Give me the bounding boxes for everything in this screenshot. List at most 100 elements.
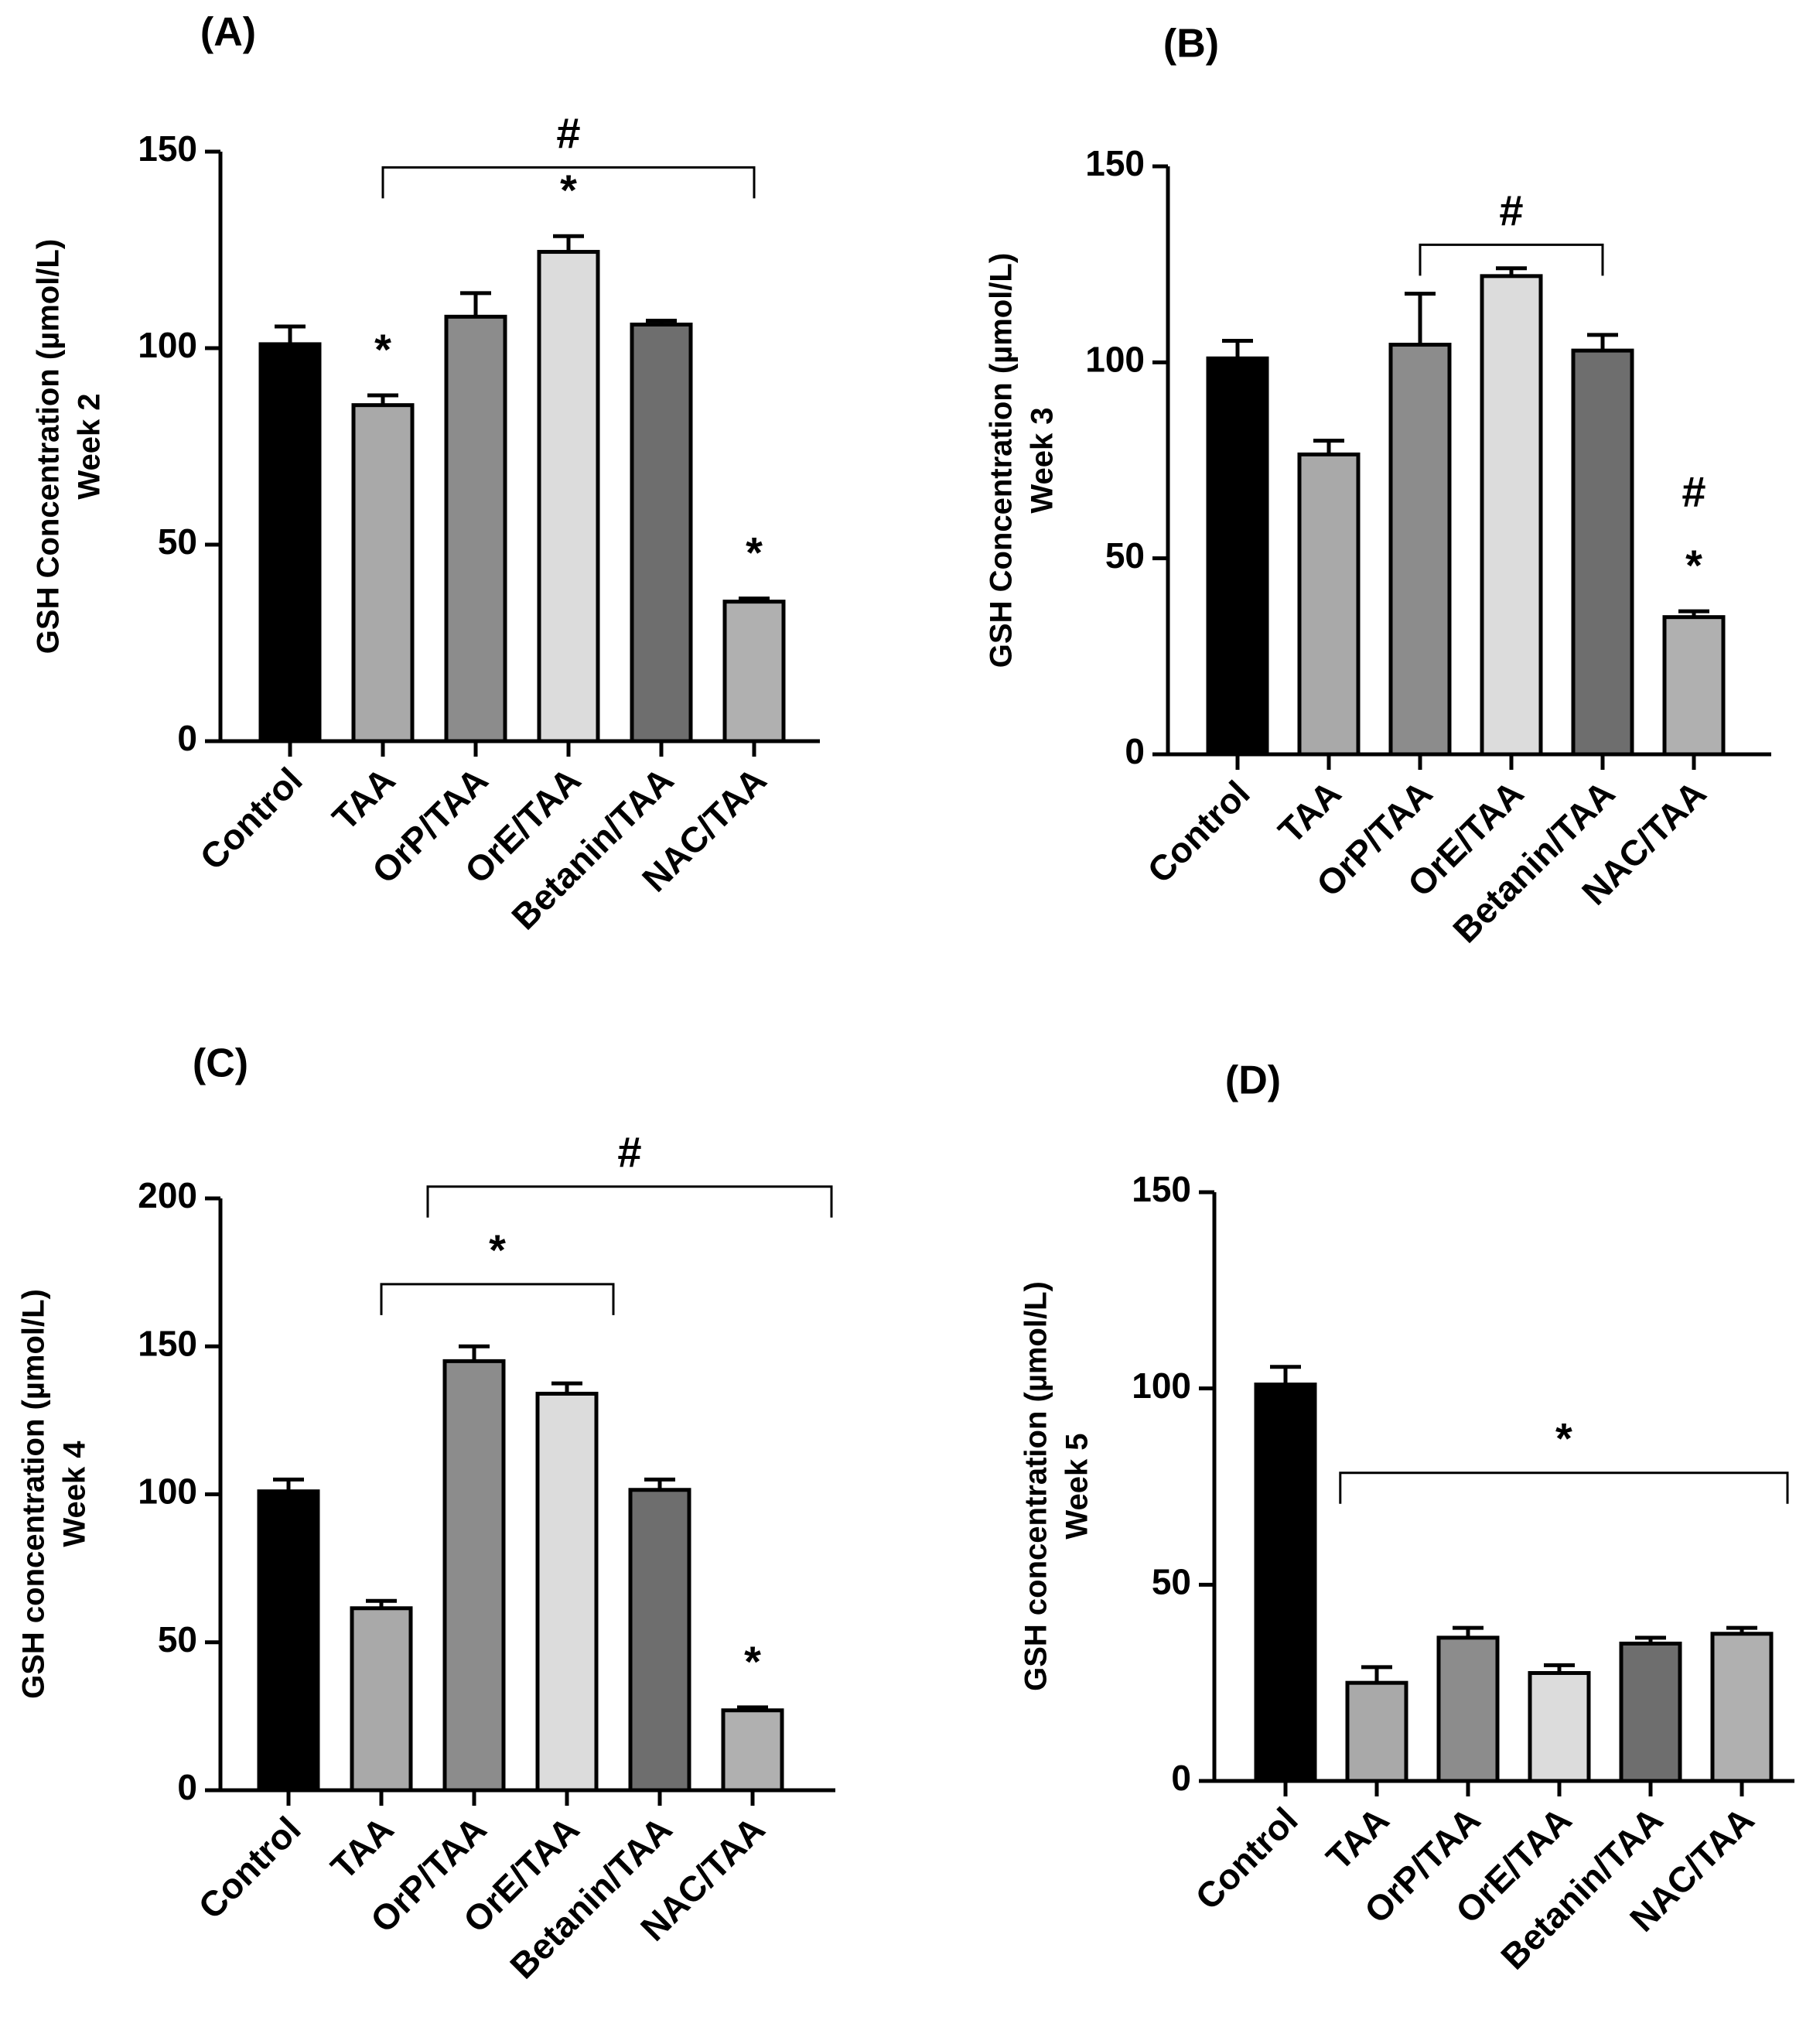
error-bar (646, 318, 677, 325)
bar-betanin-taa (1619, 1641, 1682, 1783)
panel-a: (A) GSH Concentration (µmol/L) Week 2 0 50 10… (32, 10, 820, 938)
significance-bracket (1419, 243, 1604, 276)
y-tick-label: 100 (1132, 1366, 1191, 1406)
x-tick-label: Betanin/TAA (502, 1809, 680, 1987)
x-tick-label: Betanin/TAA (504, 760, 681, 938)
error-bar (1587, 333, 1618, 351)
bar-nac-taa (722, 600, 786, 743)
error-bar (366, 1598, 397, 1608)
y-axis-label: GSH concentration (µmol/L) (1019, 1281, 1053, 1691)
panel-b: (B) GSH Concentration (µmol/L) Week 3 0 50 10… (985, 22, 1771, 950)
y-tick-label: 150 (1132, 1169, 1191, 1209)
y-tick-label: 100 (138, 1471, 197, 1512)
significance-mark: * (374, 325, 391, 374)
bar-taa (1297, 452, 1361, 757)
error-bar (1635, 1636, 1666, 1644)
error-bar (739, 596, 770, 602)
error-bar (644, 1477, 675, 1490)
significance-bracket (381, 166, 756, 199)
y-axis-sublabel: Week 4 (58, 1441, 92, 1547)
x-tick-label: TAA (324, 760, 402, 838)
bar-nac-taa (1710, 1632, 1774, 1783)
y-tick-label: 200 (138, 1175, 197, 1215)
y-tick-label: 0 (1171, 1758, 1191, 1798)
bracket-mark: * (1555, 1414, 1572, 1463)
y-axis-label: GSH Concentration (µmol/L) (985, 253, 1019, 668)
error-bar (1726, 1625, 1757, 1634)
x-tick-label: Control (1139, 773, 1257, 890)
y-axis-label: GSH concentration (µmol/L) (17, 1289, 51, 1699)
y-tick-label: 150 (138, 1323, 197, 1363)
bar-control (258, 342, 322, 743)
significance-mark: # (1682, 467, 1705, 516)
y-tick-label: 0 (177, 718, 197, 758)
error-bar (1313, 439, 1344, 455)
bar-betanin-taa (628, 1488, 691, 1793)
bar-betanin-taa (630, 323, 693, 743)
bar-betanin-taa (1571, 348, 1634, 757)
error-bar (1222, 338, 1253, 359)
panel-label: (C) (193, 1041, 248, 1086)
bar-ore-taa (535, 1391, 599, 1793)
significance-bracket (380, 1283, 615, 1315)
x-tick-label: Control (190, 1809, 308, 1926)
bracket-mark: * (489, 1225, 506, 1274)
error-bar (1544, 1663, 1575, 1673)
error-bar (1678, 609, 1709, 617)
error-bar (1361, 1665, 1392, 1683)
panel-c: (C) GSH concentration (µmol/L) Week 4 0 50 10… (17, 1041, 835, 1987)
y-tick-label: 0 (177, 1767, 197, 1807)
bar-taa (351, 403, 415, 743)
error-bar (460, 291, 491, 317)
error-bar (367, 393, 398, 405)
bar-ore-taa (537, 250, 600, 743)
y-tick-label: 150 (138, 128, 197, 169)
error-bar (1496, 266, 1527, 276)
bar-ore-taa (1480, 274, 1543, 757)
y-tick-label: 50 (1152, 1561, 1191, 1601)
bar-ore-taa (1528, 1670, 1591, 1783)
bar-nac-taa (721, 1708, 784, 1793)
error-bar (1453, 1625, 1484, 1638)
bar-orp-taa (444, 314, 507, 743)
significance-mark: * (1685, 541, 1702, 590)
y-tick-label: 50 (1105, 535, 1145, 576)
bracket-mark: # (556, 108, 580, 157)
bar-orp-taa (1436, 1636, 1500, 1783)
bar-taa (350, 1606, 413, 1793)
y-tick-label: 50 (158, 521, 197, 562)
error-bar (459, 1344, 490, 1362)
significance-mark: * (744, 1637, 761, 1686)
bar-taa (1345, 1680, 1408, 1783)
x-tick-label: TAA (1270, 773, 1348, 851)
panel-label: (B) (1163, 22, 1219, 67)
y-tick-label: 100 (1085, 339, 1145, 379)
y-axis-label: GSH Concentration (µmol/L) (32, 239, 66, 654)
error-bar (551, 1381, 582, 1394)
bracket-mark: # (617, 1128, 641, 1177)
error-bar (1405, 292, 1436, 345)
bar-orp-taa (442, 1359, 506, 1793)
panel-label: (A) (200, 10, 256, 55)
significance-bracket (426, 1185, 833, 1218)
error-bar (1270, 1365, 1301, 1385)
y-axis-sublabel: Week 3 (1026, 407, 1060, 513)
error-bar (737, 1705, 768, 1711)
bar-control (1254, 1383, 1317, 1783)
bar-nac-taa (1662, 615, 1726, 757)
x-tick-label: TAA (323, 1809, 401, 1887)
error-bar (275, 324, 306, 344)
significance-mark: * (746, 528, 763, 577)
bar-control (257, 1489, 320, 1793)
y-tick-label: 50 (158, 1619, 197, 1659)
x-tick-label: TAA (1318, 1800, 1396, 1878)
y-tick-label: 150 (1085, 143, 1145, 183)
y-axis-sublabel: Week 5 (1060, 1433, 1094, 1539)
panel-label: (D) (1225, 1058, 1281, 1103)
significance-bracket (1339, 1471, 1789, 1504)
bar-orp-taa (1388, 343, 1452, 757)
bar-control (1206, 356, 1269, 757)
panel-d: (D) GSH concentration (µmol/L) Week 5 0 50 10… (1019, 1058, 1794, 1977)
significance-mark: * (560, 166, 577, 214)
